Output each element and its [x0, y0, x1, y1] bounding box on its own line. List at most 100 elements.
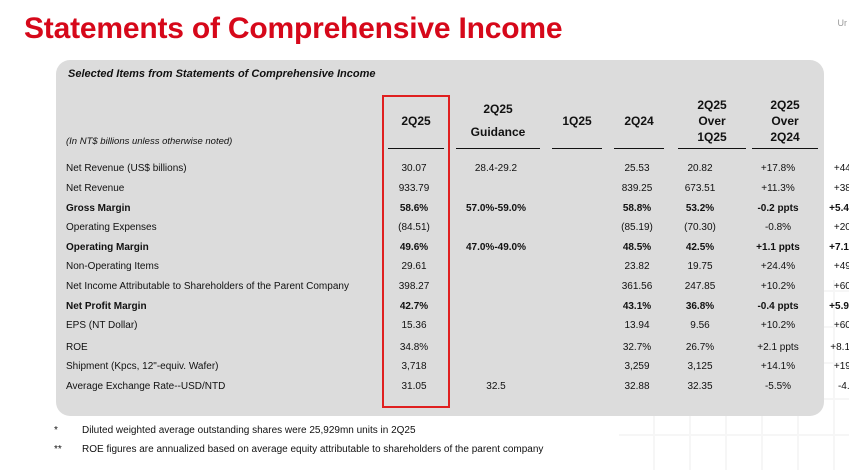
row-label: Operating Margin: [66, 242, 149, 253]
table-cell: (84.51): [398, 222, 430, 233]
row-label: Shipment (Kpcs, 12"-equiv. Wafer): [66, 361, 219, 372]
table-cell: -4.0%: [837, 381, 849, 392]
table-cell: 57.0%-59.0%: [465, 203, 527, 214]
table-cell: +24.4%: [760, 261, 796, 272]
table-row: Non-Operating Items 29.61 23.82 19.75 +24.4%…: [66, 261, 849, 280]
table-cell: 32.5: [486, 381, 506, 392]
table-row: Net Revenue (US$ billions) 30.07 28.4-29.2…: [66, 163, 849, 182]
header-over-2q24-line2: Over: [771, 114, 799, 128]
row-label: Gross Margin: [66, 203, 131, 214]
table-panel: [56, 60, 824, 416]
table-cell: 3,125: [687, 361, 713, 372]
corner-label: Ur: [837, 18, 848, 28]
highlight-box-2q25: [382, 95, 450, 408]
table-row: Operating Expenses (84.51) (85.19) (70.30) -…: [66, 222, 849, 241]
table-row: EPS (NT Dollar) 15.36 13.94 9.56 +10.2% +60.7…: [66, 320, 849, 339]
table-cell: 26.7%: [685, 342, 715, 353]
table-cell: +60.7%: [833, 320, 849, 331]
page-title: Statements of Comprehensive Income: [24, 12, 563, 45]
table-cell: -0.4 ppts: [757, 301, 799, 312]
table-cell: 839.25: [621, 183, 653, 194]
table-cell: 19.75: [687, 261, 713, 272]
row-label: EPS (NT Dollar): [66, 320, 138, 331]
header-underline: [388, 148, 444, 149]
table-cell: 15.36: [401, 320, 427, 331]
table-cell: +8.1 ppts: [830, 342, 849, 353]
header-guidance-line2: Guidance: [470, 125, 526, 139]
table-row: Average Exchange Rate--USD/NTD 31.05 32.5 3…: [66, 381, 849, 400]
table-title: Selected Items from Statements of Compre…: [68, 68, 376, 80]
table-cell: +10.2%: [760, 320, 796, 331]
header-underline: [678, 148, 746, 149]
table-cell: +2.1 ppts: [757, 342, 799, 353]
table-row: Net Profit Margin 42.7% 43.1% 36.8% -0.4 ppt…: [66, 301, 849, 320]
table-cell: (85.19): [621, 222, 653, 233]
table-cell: 32.7%: [622, 342, 652, 353]
header-underline: [752, 148, 818, 149]
table-cell: 49.6%: [399, 242, 429, 253]
table-cell: 34.8%: [399, 342, 429, 353]
table-cell: 42.5%: [685, 242, 715, 253]
header-over-2q24-line1: 2Q25: [770, 98, 800, 112]
table-cell: 58.8%: [622, 203, 652, 214]
table-cell: +38.6%: [833, 183, 849, 194]
table-cell: 42.7%: [399, 301, 429, 312]
footnote-2: ** ROE figures are annualized based on av…: [54, 444, 543, 455]
header-over-1q25-line2: Over: [698, 114, 726, 128]
table-cell: 247.85: [684, 281, 716, 292]
table-cell: 36.8%: [685, 301, 715, 312]
table-row: Net Income Attributable to Shareholders …: [66, 281, 849, 300]
table-cell: 28.4-29.2: [474, 163, 518, 174]
footnote-mark: **: [54, 444, 62, 455]
table-cell: +20.2%: [833, 222, 849, 233]
table-cell: 398.27: [398, 281, 430, 292]
row-label: Average Exchange Rate--USD/NTD: [66, 381, 226, 392]
table-cell: 9.56: [690, 320, 710, 331]
header-guidance-line1: 2Q25: [483, 102, 513, 116]
table-cell: 43.1%: [622, 301, 652, 312]
table-cell: 31.05: [401, 381, 427, 392]
table-cell: 23.82: [624, 261, 650, 272]
table-cell: +11.3%: [761, 183, 795, 194]
header-underline: [552, 148, 602, 149]
header-over-2q24-line3: 2Q24: [770, 130, 800, 144]
units-note: (In NT$ billions unless otherwise noted): [66, 136, 233, 147]
table-cell: +14.1%: [760, 361, 796, 372]
row-label: Non-Operating Items: [66, 261, 159, 272]
header-underline: [456, 148, 540, 149]
table-cell: 47.0%-49.0%: [465, 242, 527, 253]
header-underline: [614, 148, 664, 149]
table-row: ROE 34.8% 32.7% 26.7% +2.1 ppts +8.1 ppts: [66, 342, 849, 361]
table-row: Shipment (Kpcs, 12"-equiv. Wafer) 3,718 3,…: [66, 361, 849, 380]
table-cell: +44.4%: [833, 163, 849, 174]
table-row: Operating Margin 49.6% 47.0%-49.0% 48.5% 42.…: [66, 242, 849, 261]
footnote-mark: *: [54, 425, 58, 436]
row-label: Net Profit Margin: [66, 301, 147, 312]
table-cell: +5.9 ppts: [829, 301, 849, 312]
header-2q25: 2Q25: [401, 114, 431, 128]
table-cell: +10.2%: [760, 281, 796, 292]
header-1q25: 1Q25: [562, 114, 592, 128]
table-cell: 3,259: [624, 361, 650, 372]
table-cell: +5.4 ppts: [829, 203, 849, 214]
table-cell: 361.56: [621, 281, 653, 292]
table-cell: (70.30): [684, 222, 716, 233]
table-cell: 25.53: [624, 163, 650, 174]
header-over-1q25-line3: 1Q25: [697, 130, 727, 144]
table-row: Net Revenue 933.79 839.25 673.51 +11.3% +38.6…: [66, 183, 849, 202]
header-2q24: 2Q24: [624, 114, 654, 128]
footnote-text: Diluted weighted average outstanding sha…: [82, 425, 416, 436]
row-label: Net Revenue (US$ billions): [66, 163, 187, 174]
table-cell: -5.5%: [764, 381, 792, 392]
header-over-1q25-line1: 2Q25: [697, 98, 727, 112]
table-cell: 3,718: [401, 361, 427, 372]
table-cell: +49.9%: [833, 261, 849, 272]
row-label: Net Income Attributable to Shareholders …: [66, 281, 349, 292]
row-label: Net Revenue: [66, 183, 125, 194]
table-cell: 933.79: [398, 183, 430, 194]
table-cell: 29.61: [401, 261, 427, 272]
footnote-1: * Diluted weighted average outstanding sh…: [54, 425, 416, 436]
table-cell: +19.0%: [833, 361, 849, 372]
table-cell: 48.5%: [622, 242, 652, 253]
row-label: Operating Expenses: [66, 222, 157, 233]
